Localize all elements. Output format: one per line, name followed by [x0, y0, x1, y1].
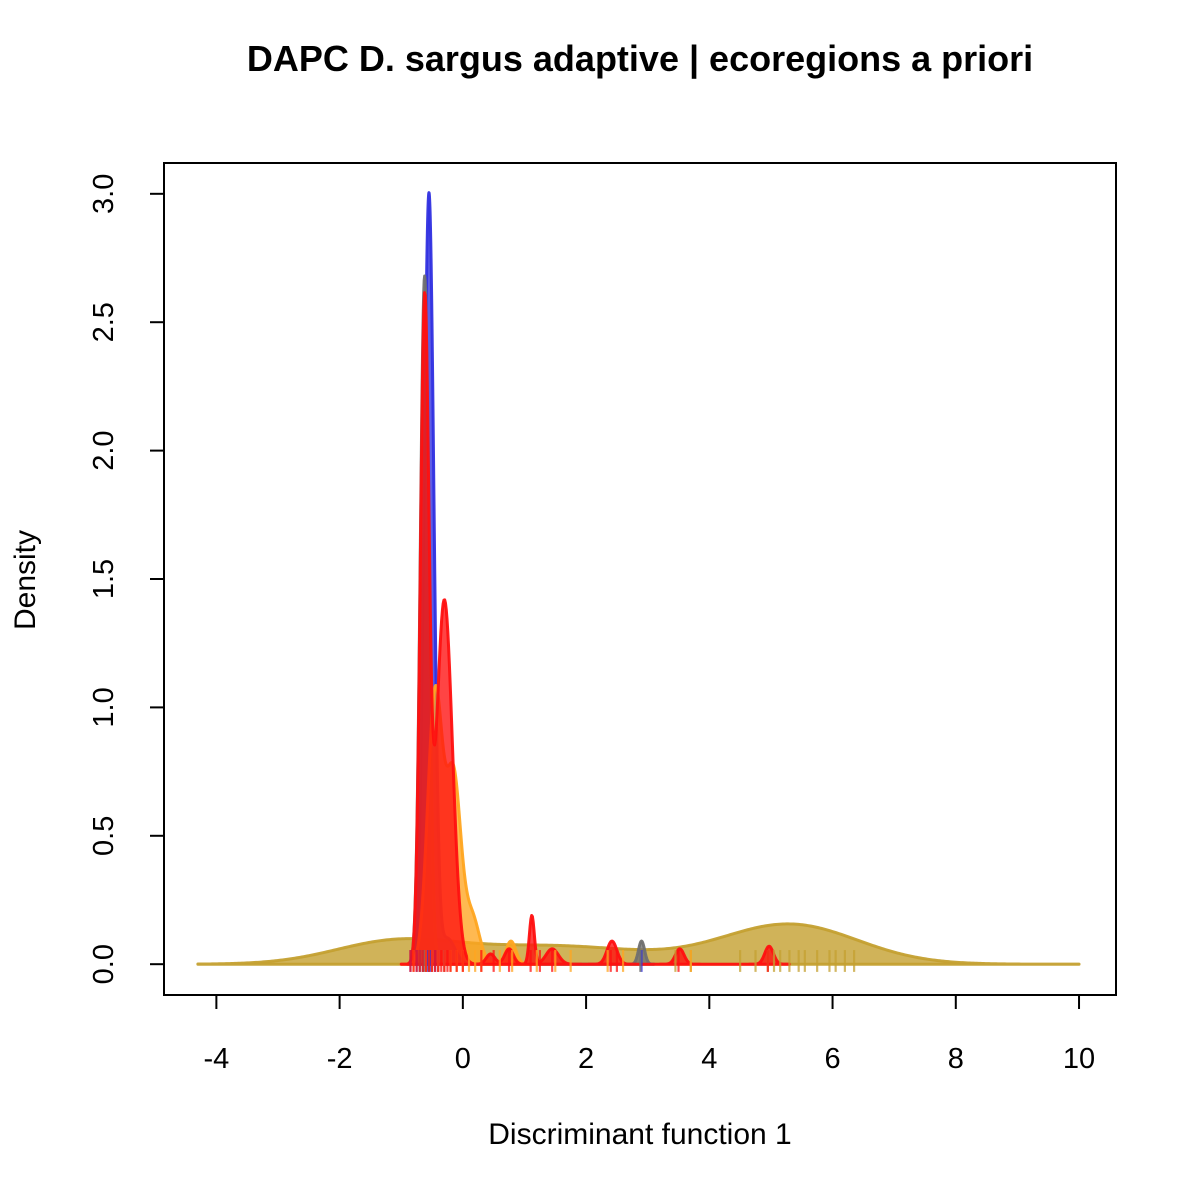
x-tick-label: -4: [203, 1043, 229, 1075]
x-tick-label: 2: [578, 1043, 594, 1075]
plot-frame: [163, 162, 1117, 996]
x-axis-label: Discriminant function 1: [488, 1118, 792, 1151]
y-tick-label: 0.5: [88, 816, 120, 856]
x-tick-label: 4: [701, 1043, 717, 1075]
density-area: [399, 291, 791, 966]
y-tick-label: 1.5: [88, 559, 120, 599]
y-axis-label: Density: [9, 529, 42, 631]
x-tick-label: 0: [455, 1043, 471, 1075]
chart-title: DAPC D. sargus adaptive | ecoregions a p…: [246, 38, 1034, 79]
x-tick-label: -2: [327, 1043, 353, 1075]
x-tick-label: 10: [1063, 1043, 1095, 1075]
y-tick-label: 1.0: [88, 687, 120, 727]
x-tick-label: 6: [824, 1043, 840, 1075]
x-axis: -4 -2 0 2 4 6 8 10: [203, 994, 1095, 1075]
y-tick-label: 2.0: [88, 430, 120, 470]
x-tick-label: 8: [948, 1043, 964, 1075]
density-curves: [196, 191, 1081, 966]
y-tick-label: 2.5: [88, 302, 120, 342]
y-tick-label: 0.0: [88, 944, 120, 984]
rug-marks: [409, 950, 856, 972]
y-axis: 0.0 0.5 1.0 1.5 2.0 2.5 3.0: [88, 174, 165, 984]
y-tick-label: 3.0: [88, 174, 120, 214]
